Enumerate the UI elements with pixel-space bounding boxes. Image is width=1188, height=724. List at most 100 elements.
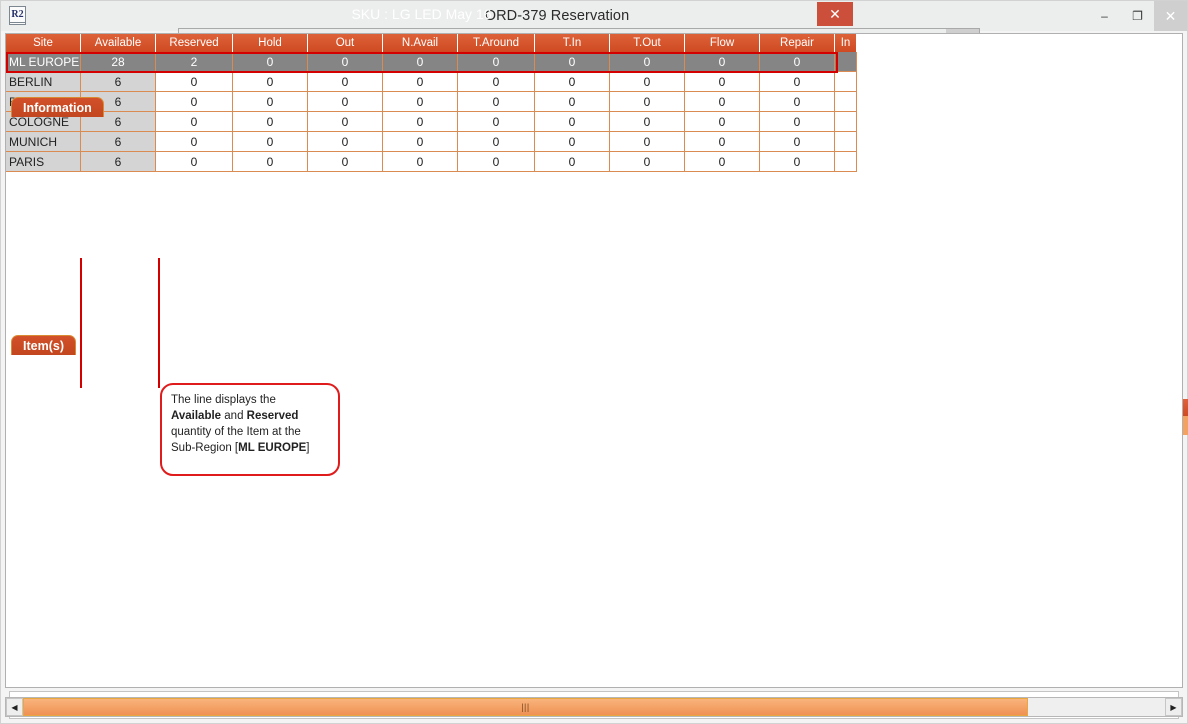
sku-cell-in <box>835 92 857 112</box>
sku-cell-available: 28 <box>81 52 156 72</box>
sku-cell-repair: 0 <box>760 132 835 152</box>
sku-site-cell: ML EUROPE <box>6 52 81 72</box>
sku-hscrollbar[interactable]: ◀ ||| ▶ <box>5 697 1183 717</box>
sku-row[interactable]: BERLIN 6 0 0 0 0 0 0 0 0 0 <box>6 72 1182 92</box>
sku-row[interactable]: ML EUROPE 28 2 0 0 0 0 0 0 0 0 <box>6 52 1182 72</box>
sku-col-header-n-avail[interactable]: N.Avail <box>383 34 458 52</box>
maximize-icon[interactable]: ❐ <box>1132 9 1143 23</box>
sku-cell-t-in: 0 <box>535 92 610 112</box>
sku-cell-t-out: 0 <box>610 72 685 92</box>
sku-cell-flow: 0 <box>685 152 760 172</box>
sku-row[interactable]: PARIS 6 0 0 0 0 0 0 0 0 0 <box>6 152 1182 172</box>
sku-cell-n-avail: 0 <box>383 52 458 72</box>
sku-cell-t-around: 0 <box>458 72 535 92</box>
minimize-icon[interactable]: – <box>1101 9 1108 23</box>
sku-scroll-track[interactable]: ||| <box>23 698 1165 716</box>
sku-col-header-hold[interactable]: Hold <box>233 34 308 52</box>
callout-reserved-word: Reserved <box>246 410 299 422</box>
sku-cell-out: 0 <box>308 112 383 132</box>
sku-cell-in <box>835 72 857 92</box>
sku-cell-repair: 0 <box>760 72 835 92</box>
sku-cell-repair: 0 <box>760 92 835 112</box>
sku-cell-reserved: 2 <box>156 52 233 72</box>
sku-grid-header: Site Available Reserved Hold Out N.Avail T.Aro… <box>6 34 1182 52</box>
sku-close-icon[interactable]: ✕ <box>817 2 853 26</box>
sku-cell-available: 6 <box>81 152 156 172</box>
sku-cell-hold: 0 <box>233 132 308 152</box>
sku-scroll-left-icon[interactable]: ◀ <box>6 698 23 716</box>
sku-site-cell: COLOGNE <box>6 112 81 132</box>
callout-line1-a: The line displays the <box>171 394 276 406</box>
tab-information[interactable]: Information <box>11 97 104 117</box>
sku-cell-flow: 0 <box>685 72 760 92</box>
sku-cell-t-in: 0 <box>535 112 610 132</box>
sku-row[interactable]: COLOGNE 6 0 0 0 0 0 0 0 0 0 <box>6 112 1182 132</box>
callout-line3-c: ] <box>306 442 310 454</box>
sku-cell-hold: 0 <box>233 72 308 92</box>
sku-cell-available: 6 <box>81 72 156 92</box>
sku-cell-t-out: 0 <box>610 92 685 112</box>
sku-cell-t-around: 0 <box>458 52 535 72</box>
sku-cell-t-in: 0 <box>535 72 610 92</box>
sku-cell-t-in: 0 <box>535 152 610 172</box>
sku-cell-in <box>835 52 857 72</box>
sku-grid-rows[interactable]: ML EUROPE28200000000BERLIN6000000000BUDA… <box>6 52 1182 172</box>
main-titlebar: R2 ORD-379 Reservation – ❐ ✕ <box>1 1 1187 31</box>
sku-cell-flow: 0 <box>685 52 760 72</box>
sku-row[interactable]: MUNICH 6 0 0 0 0 0 0 0 0 0 <box>6 132 1182 152</box>
sku-cell-out: 0 <box>308 132 383 152</box>
sku-col-header-repair[interactable]: Repair <box>760 34 835 52</box>
sku-cell-repair: 0 <box>760 152 835 172</box>
callout-guide-line-right <box>158 258 160 388</box>
sku-cell-in <box>835 132 857 152</box>
sku-row[interactable]: BUDAPEST6000000000 <box>6 92 1182 112</box>
callout-line2: quantity of the Item at the <box>171 426 301 438</box>
sku-cell-reserved: 0 <box>156 132 233 152</box>
sku-cell-flow: 0 <box>685 92 760 112</box>
sku-site-cell: BERLIN <box>6 72 81 92</box>
sku-cell-flow: 0 <box>685 132 760 152</box>
callout-tooltip: The line displays the Available and Rese… <box>160 383 340 476</box>
sku-app-icon: R2 <box>9 5 26 23</box>
sku-cell-t-in: 0 <box>535 132 610 152</box>
main-window-title: ORD-379 Reservation <box>484 8 630 24</box>
sku-cell-in <box>835 152 857 172</box>
sku-cell-reserved: 0 <box>156 72 233 92</box>
sku-col-header-t-out[interactable]: T.Out <box>610 34 685 52</box>
sku-cell-t-out: 0 <box>610 52 685 72</box>
sku-cell-n-avail: 0 <box>383 72 458 92</box>
sku-cell-flow: 0 <box>685 112 760 132</box>
sku-cell-repair: 0 <box>760 52 835 72</box>
callout-line1-c: and <box>221 410 247 422</box>
sku-cell-hold: 0 <box>233 92 308 112</box>
sku-cell-t-out: 0 <box>610 152 685 172</box>
sku-col-header-available[interactable]: Available <box>81 34 156 52</box>
close-icon[interactable]: ✕ <box>1154 1 1187 31</box>
sku-cell-reserved: 0 <box>156 92 233 112</box>
main-window-controls: – ❐ ✕ <box>1088 1 1187 31</box>
sku-col-header-in[interactable]: In <box>835 34 857 52</box>
sku-col-header-site[interactable]: Site <box>6 34 81 52</box>
sku-titlebar: R2 SKU : LG LED May 16 ✕ <box>1 1 855 27</box>
sku-cell-hold: 0 <box>233 52 308 72</box>
sku-cell-n-avail: 0 <box>383 112 458 132</box>
sku-grid: Site Available Reserved Hold Out N.Avail T.Aro… <box>5 33 1183 688</box>
sku-scroll-right-icon[interactable]: ▶ <box>1165 698 1182 716</box>
sku-cell-in <box>835 112 857 132</box>
sku-cell-hold: 0 <box>233 112 308 132</box>
tab-items[interactable]: Item(s) <box>11 335 76 355</box>
sku-cell-n-avail: 0 <box>383 132 458 152</box>
sku-col-header-t-around[interactable]: T.Around <box>458 34 535 52</box>
sku-cell-t-out: 0 <box>610 112 685 132</box>
sku-cell-hold: 0 <box>233 152 308 172</box>
sku-cell-out: 0 <box>308 72 383 92</box>
sku-cell-out: 0 <box>308 92 383 112</box>
callout-region-word: ML EUROPE <box>238 442 307 454</box>
sku-col-header-out[interactable]: Out <box>308 34 383 52</box>
sku-cell-t-around: 0 <box>458 152 535 172</box>
sku-col-header-t-in[interactable]: T.In <box>535 34 610 52</box>
sku-col-header-flow[interactable]: Flow <box>685 34 760 52</box>
sku-site-cell: PARIS <box>6 152 81 172</box>
sku-col-header-reserved[interactable]: Reserved <box>156 34 233 52</box>
sku-cell-out: 0 <box>308 52 383 72</box>
